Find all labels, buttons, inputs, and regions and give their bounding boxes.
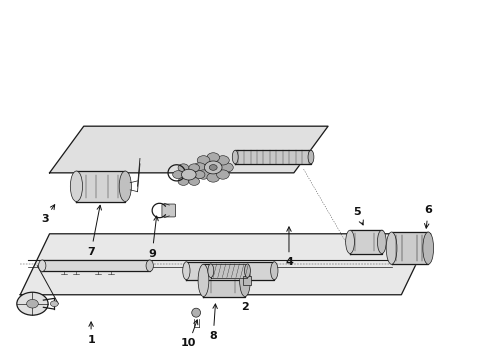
Ellipse shape bbox=[386, 232, 397, 264]
Text: 2: 2 bbox=[241, 290, 249, 312]
Ellipse shape bbox=[146, 260, 153, 271]
Text: 7: 7 bbox=[87, 205, 101, 257]
Text: 6: 6 bbox=[424, 206, 432, 228]
Polygon shape bbox=[203, 264, 245, 297]
Polygon shape bbox=[49, 126, 328, 173]
Polygon shape bbox=[235, 150, 311, 164]
Circle shape bbox=[178, 177, 189, 185]
FancyBboxPatch shape bbox=[243, 276, 251, 285]
Polygon shape bbox=[392, 232, 428, 264]
Ellipse shape bbox=[245, 264, 250, 278]
Circle shape bbox=[181, 169, 196, 180]
Polygon shape bbox=[76, 171, 125, 202]
Circle shape bbox=[17, 292, 48, 315]
Circle shape bbox=[194, 171, 205, 179]
Circle shape bbox=[50, 301, 58, 307]
Text: 8: 8 bbox=[209, 304, 218, 341]
Ellipse shape bbox=[270, 262, 278, 280]
Polygon shape bbox=[211, 264, 247, 278]
Polygon shape bbox=[42, 260, 150, 271]
Ellipse shape bbox=[71, 171, 82, 202]
Circle shape bbox=[189, 177, 199, 185]
Ellipse shape bbox=[198, 264, 209, 297]
Circle shape bbox=[217, 156, 229, 165]
Ellipse shape bbox=[208, 264, 214, 278]
Circle shape bbox=[197, 156, 210, 165]
Circle shape bbox=[197, 170, 210, 179]
Ellipse shape bbox=[39, 260, 46, 271]
Ellipse shape bbox=[423, 232, 434, 264]
Text: 5: 5 bbox=[354, 207, 363, 225]
Ellipse shape bbox=[119, 171, 131, 202]
Ellipse shape bbox=[192, 308, 200, 317]
Text: 9: 9 bbox=[148, 216, 158, 258]
Circle shape bbox=[172, 171, 183, 179]
Circle shape bbox=[189, 164, 199, 172]
Circle shape bbox=[220, 163, 233, 172]
Circle shape bbox=[204, 161, 222, 174]
Ellipse shape bbox=[345, 230, 354, 253]
Circle shape bbox=[217, 170, 229, 179]
Circle shape bbox=[178, 164, 189, 172]
Text: 3: 3 bbox=[41, 205, 55, 224]
Circle shape bbox=[209, 165, 217, 170]
Circle shape bbox=[207, 153, 220, 162]
Text: 10: 10 bbox=[181, 320, 198, 348]
Polygon shape bbox=[20, 234, 431, 295]
Ellipse shape bbox=[183, 262, 190, 280]
Ellipse shape bbox=[308, 150, 314, 164]
Circle shape bbox=[193, 163, 206, 172]
Circle shape bbox=[207, 173, 220, 182]
Ellipse shape bbox=[232, 150, 238, 164]
Ellipse shape bbox=[240, 264, 250, 297]
Text: 4: 4 bbox=[285, 227, 293, 267]
FancyBboxPatch shape bbox=[162, 204, 175, 217]
Polygon shape bbox=[186, 262, 274, 280]
Ellipse shape bbox=[377, 230, 386, 253]
Circle shape bbox=[26, 300, 38, 308]
Polygon shape bbox=[350, 230, 382, 253]
Text: 1: 1 bbox=[87, 322, 95, 345]
